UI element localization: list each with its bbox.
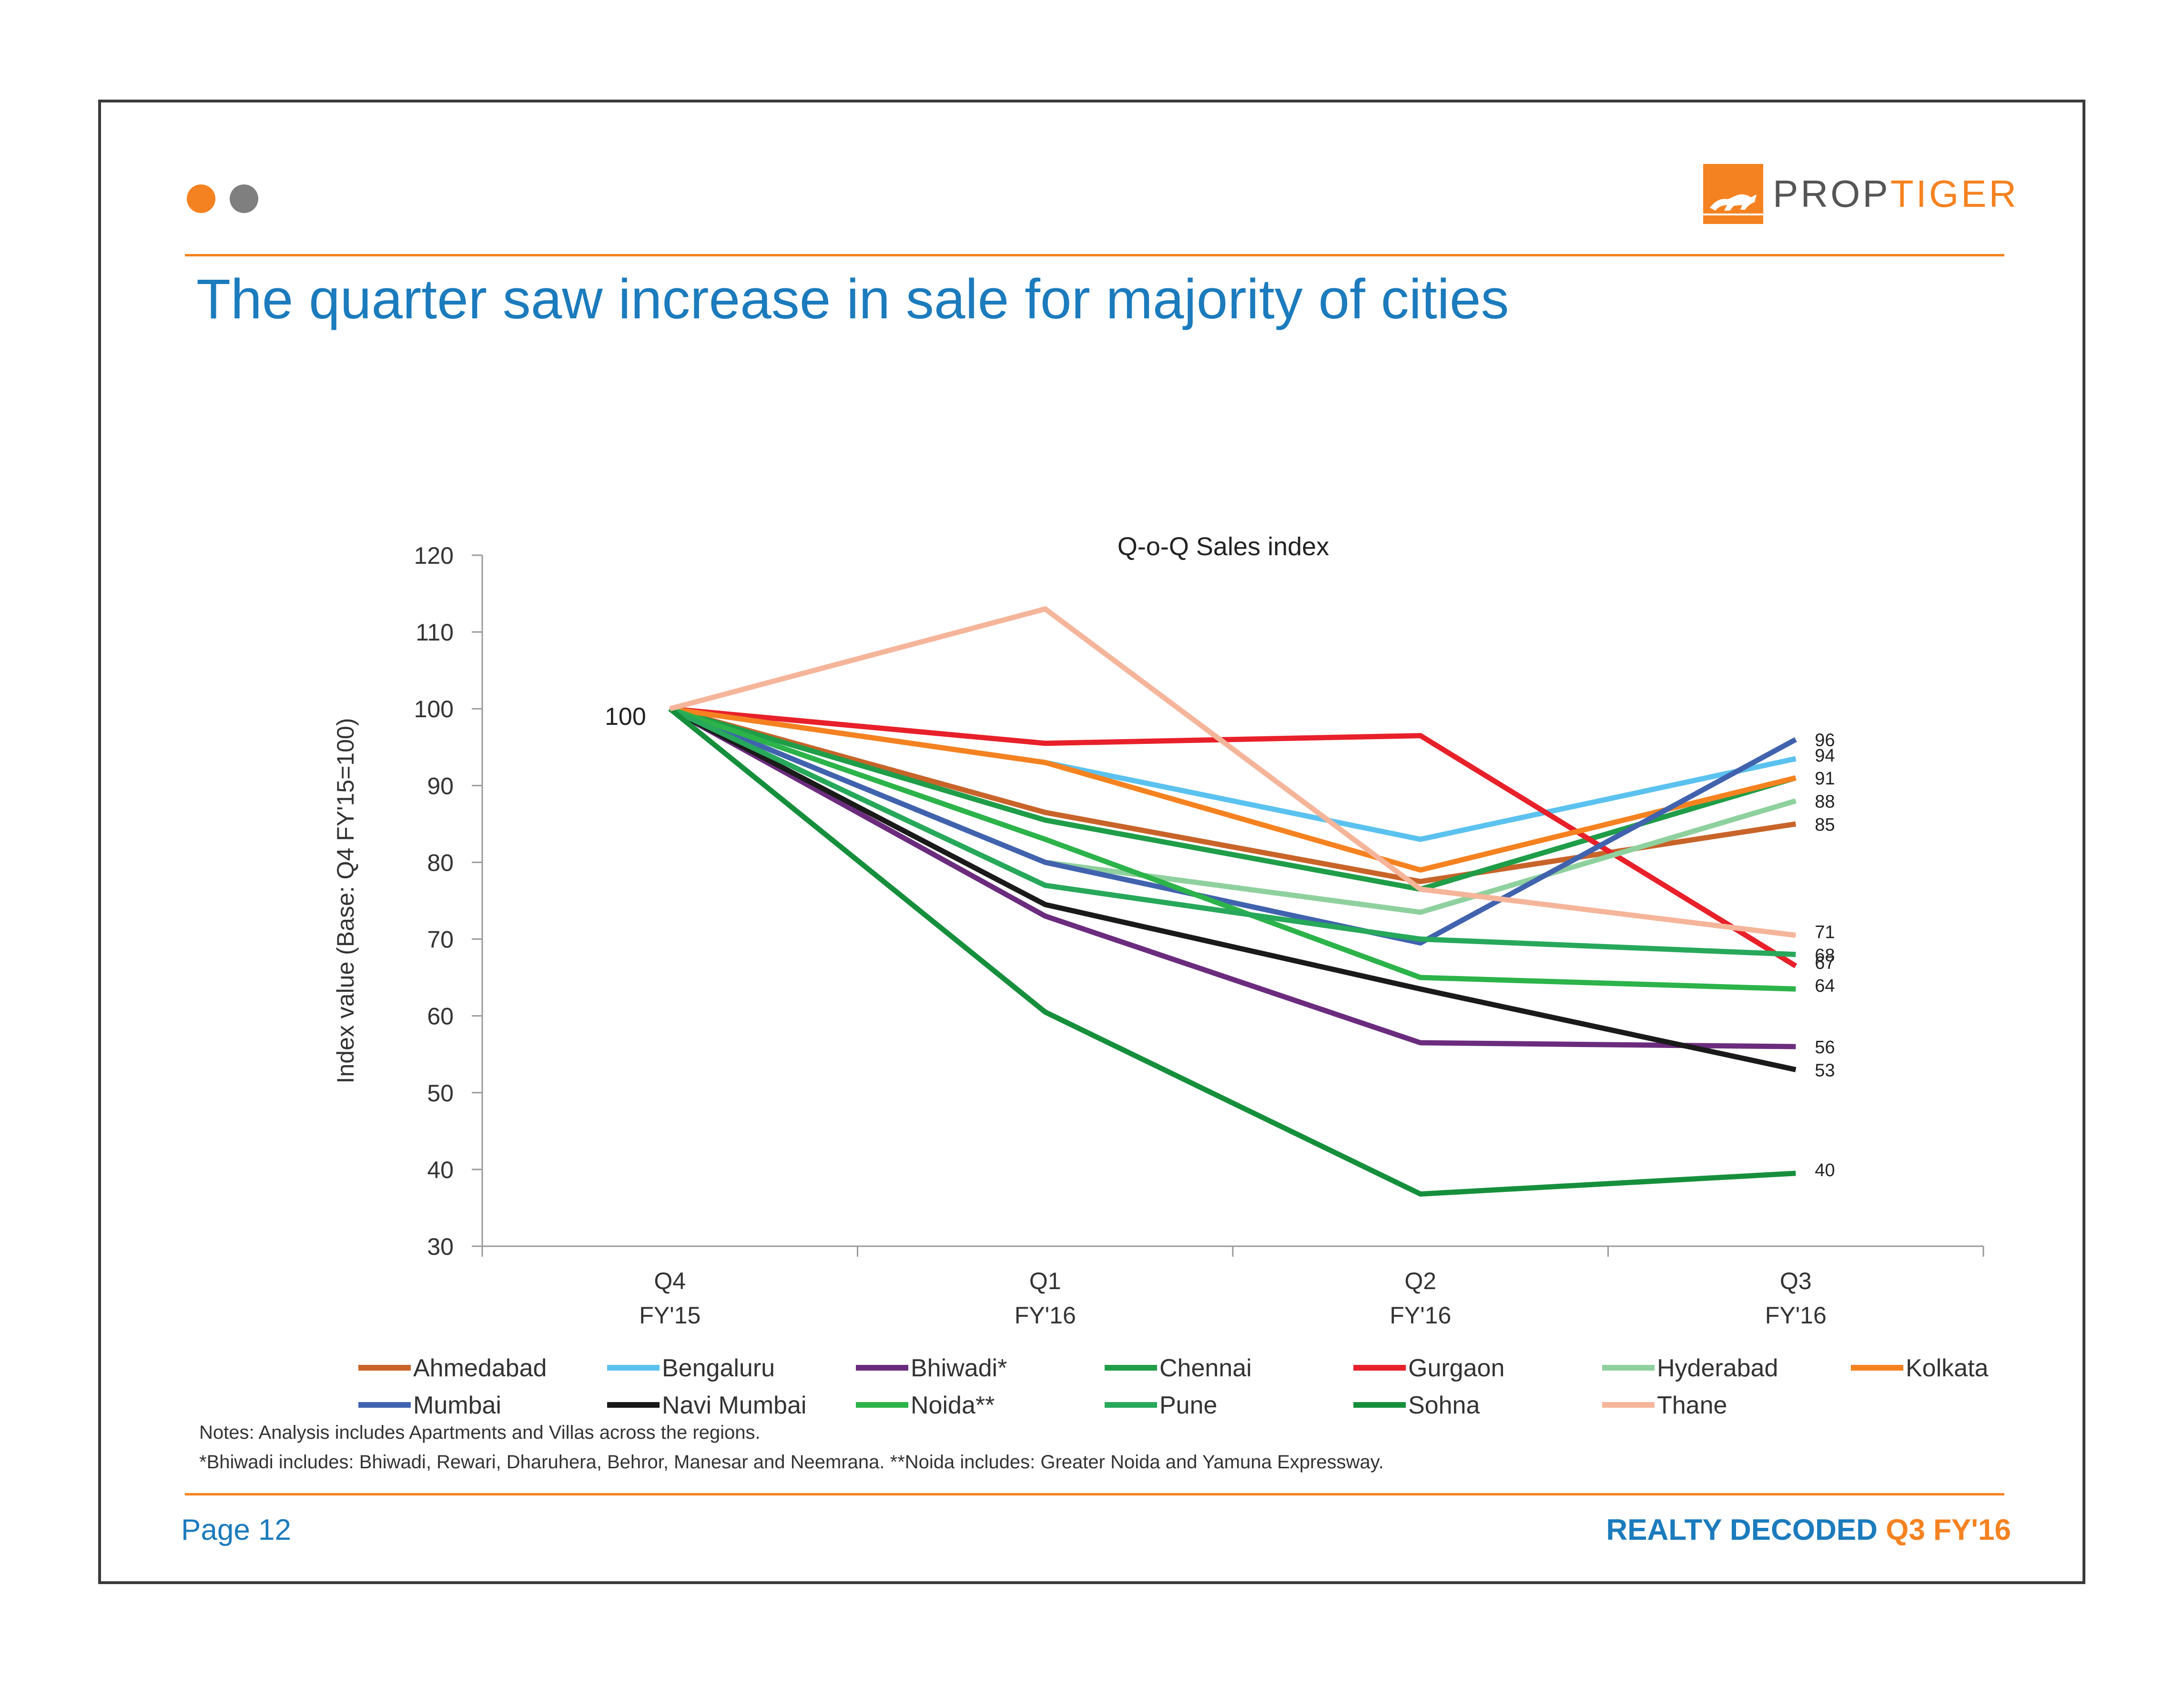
- y-tick-label: 50: [427, 1080, 454, 1107]
- top-divider: [185, 254, 2004, 256]
- x-tick-label-year: FY'16: [1015, 1302, 1076, 1329]
- series-line: [669, 706, 1797, 873]
- x-tick-label-year: FY'15: [639, 1302, 701, 1329]
- legend-item: Chennai: [1105, 1354, 1252, 1382]
- series-line: [669, 706, 1797, 946]
- legend-label: Kolkata: [1906, 1354, 1989, 1382]
- legend-label: Navi Mumbai: [662, 1392, 806, 1419]
- end-value-label: 64: [1815, 976, 1835, 996]
- chart-title: Q-o-Q Sales index: [1117, 532, 1329, 561]
- legend-label: Pune: [1159, 1392, 1217, 1419]
- legend-item: Bengaluru: [607, 1354, 775, 1382]
- legend-label: Thane: [1657, 1392, 1727, 1419]
- end-value-label: 56: [1815, 1037, 1835, 1058]
- legend-item: Sohna: [1353, 1392, 1480, 1419]
- series-line: [669, 706, 1796, 1049]
- series-line: [669, 706, 1796, 992]
- notes-block: Notes: Analysis includes Apartments and …: [199, 1418, 1384, 1477]
- series-line: [669, 706, 1797, 892]
- brand-accent: Q3 FY'16: [1886, 1514, 2011, 1546]
- x-tick-label: Q4: [654, 1268, 686, 1294]
- legend-label: Chennai: [1159, 1354, 1252, 1382]
- x-tick-label-year: FY'16: [1765, 1302, 1827, 1329]
- legend-item: Thane: [1602, 1392, 1727, 1419]
- series-line: [670, 706, 1798, 968]
- end-value-label: 96: [1815, 731, 1835, 751]
- series-line: [669, 606, 1796, 938]
- y-tick-label: 80: [427, 849, 454, 876]
- legend-item: Gurgaon: [1353, 1354, 1504, 1382]
- end-value-label: 94: [1815, 746, 1835, 766]
- x-tick-label: Q2: [1404, 1268, 1436, 1294]
- start-value-label: 100: [605, 703, 646, 731]
- end-value-label: 91: [1815, 769, 1835, 789]
- logo-text-suffix: TIGER: [1890, 173, 2019, 215]
- y-axis-label: Index value (Base: Q4 FY'15=100): [332, 718, 359, 1084]
- end-value-label: 40: [1815, 1160, 1835, 1180]
- page-number: Page 12: [181, 1514, 291, 1546]
- orange-dot-icon: [187, 184, 215, 213]
- end-value-label: 71: [1815, 922, 1835, 942]
- legend-item: Noida**: [856, 1392, 995, 1419]
- end-value-label: 53: [1815, 1060, 1835, 1080]
- report-brand: REALTY DECODED Q3 FY'16: [1606, 1513, 2011, 1547]
- y-tick-label: 30: [427, 1233, 454, 1260]
- end-value-label: 68: [1815, 946, 1835, 966]
- bottom-divider: [185, 1493, 2004, 1495]
- y-tick-label: 60: [427, 1003, 454, 1030]
- legend-item: Kolkata: [1851, 1354, 1989, 1382]
- end-value-label: 88: [1815, 792, 1835, 812]
- notes-line-2: *Bhiwadi includes: Bhiwadi, Rewari, Dhar…: [199, 1452, 1384, 1473]
- series-line: [669, 706, 1797, 1072]
- legend-label: Ahmedabad: [413, 1354, 547, 1382]
- x-tick-label-year: FY'16: [1390, 1302, 1451, 1329]
- logo-text: PROPTIGER: [1773, 175, 2019, 213]
- sales-index-chart: Q-o-Q Sales index Index value (Base: Q4 …: [332, 532, 1989, 1419]
- slide-title: The quarter saw increase in sale for maj…: [196, 268, 1509, 331]
- chart-legend: Ahmedabad Bengaluru Bhiwadi* Chennai Gurgaon…: [358, 1354, 1989, 1419]
- notes-line-1: Notes: Analysis includes Apartments and …: [199, 1422, 761, 1443]
- chart-axes: 30 40 50 60 70 80 90 100 110 120 Q4 FY'15 Q1 FY'16 Q2 F…: [414, 542, 1984, 1329]
- series-line: [668, 706, 1796, 1197]
- legend-item: Navi Mumbai: [607, 1392, 806, 1419]
- gray-dot-icon: [230, 184, 258, 213]
- x-tick-label: Q3: [1780, 1268, 1812, 1294]
- legend-label: Noida**: [911, 1392, 995, 1419]
- logo-text-prefix: PROP: [1773, 173, 1890, 215]
- end-value-label: 85: [1815, 815, 1835, 835]
- proptiger-logo: PROPTIGER: [1703, 163, 2019, 225]
- series-lines: [668, 606, 1798, 1197]
- y-tick-label: 70: [427, 926, 454, 953]
- x-tick-label: Q1: [1029, 1268, 1061, 1294]
- legend-label: Sohna: [1408, 1392, 1480, 1419]
- series-line: [669, 706, 1796, 957]
- y-tick-label: 110: [416, 619, 454, 646]
- slide-frame: PROPTIGER The quarter saw increase in sa…: [98, 100, 2085, 1584]
- legend-label: Bhiwadi*: [911, 1354, 1007, 1382]
- legend-label: Mumbai: [413, 1392, 501, 1419]
- legend-item: Ahmedabad: [358, 1354, 547, 1382]
- legend-item: Bhiwadi*: [856, 1354, 1007, 1382]
- legend-label: Hyderabad: [1657, 1354, 1778, 1382]
- legend-label: Gurgaon: [1408, 1354, 1504, 1382]
- legend-item: Hyderabad: [1602, 1354, 1778, 1382]
- y-tick-label: 40: [427, 1157, 454, 1183]
- y-tick-label: 120: [414, 542, 454, 569]
- legend-item: Pune: [1105, 1392, 1217, 1419]
- y-tick-label: 100: [414, 696, 454, 722]
- legend-item: Mumbai: [358, 1392, 501, 1419]
- end-value-label: 67: [1815, 953, 1835, 973]
- tiger-icon: [1703, 164, 1763, 224]
- legend-label: Bengaluru: [662, 1354, 775, 1382]
- y-tick-label: 90: [427, 773, 454, 799]
- brand-main: REALTY DECODED: [1606, 1514, 1878, 1546]
